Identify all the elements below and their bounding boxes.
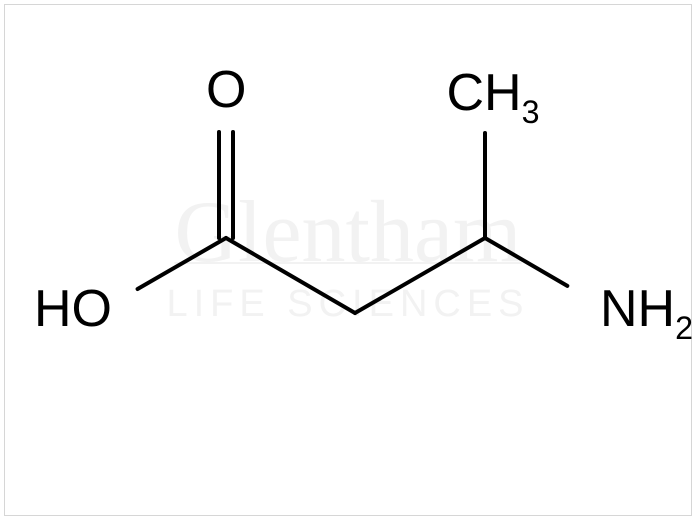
atom-label-main: HO [34, 280, 112, 338]
atom-label-main: NH [600, 280, 675, 338]
atom-label-sub: 2 [675, 310, 693, 346]
molecule-bonds [0, 0, 696, 520]
atom-label-sub: 3 [522, 94, 540, 130]
atom-label: CH3 [447, 67, 540, 127]
atom-label-main: CH [447, 64, 522, 122]
atom-label: HO [34, 283, 112, 335]
atom-label: NH2 [600, 283, 693, 343]
atom-label: O [206, 64, 246, 116]
atom-label-main: O [206, 61, 246, 119]
